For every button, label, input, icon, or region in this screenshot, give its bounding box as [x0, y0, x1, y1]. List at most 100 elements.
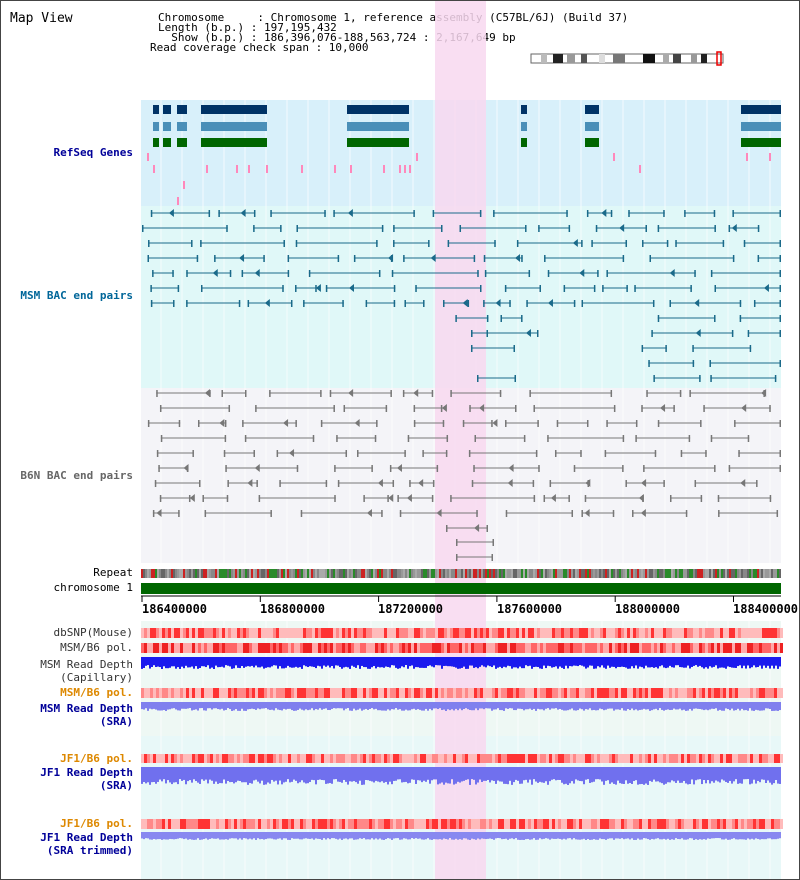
refseq-gene-arrow	[177, 138, 182, 147]
heatmap-cell	[207, 819, 210, 829]
read-depth-bar	[199, 657, 201, 668]
msm-bac-label[interactable]: MSM BAC end pairs	[20, 289, 133, 302]
b6n-bac-pair-end	[154, 480, 157, 487]
b6n-bac-pair-end	[334, 465, 336, 472]
heatmap-cell	[504, 754, 507, 763]
read-depth-bar	[755, 832, 757, 839]
read-depth-bar	[345, 767, 347, 782]
msm-bac-pair-end	[147, 255, 149, 262]
heatmap-cell	[306, 754, 309, 763]
repeat-feature	[213, 569, 215, 578]
heatmap-cell	[738, 688, 741, 698]
heatmap-cell	[303, 628, 306, 638]
repeat-feature	[299, 569, 301, 578]
heatmap-cell	[564, 643, 567, 653]
read-depth-bar	[491, 657, 493, 668]
b6n-bac-pair-end	[296, 465, 299, 472]
read-depth-bar	[153, 832, 155, 839]
msm-bac-pair-arrow	[388, 254, 394, 262]
read-depth-bar	[219, 832, 221, 840]
heatmap-cell	[543, 628, 546, 638]
b6n-bac-pair-end	[325, 480, 328, 487]
heatmap-cell	[228, 628, 231, 638]
ideogram-band	[701, 54, 707, 63]
heatmap-cell	[147, 643, 150, 653]
read-depth-bar	[357, 702, 359, 710]
heatmap-cell	[297, 754, 300, 763]
heatmap-cell	[519, 688, 522, 698]
b6n-bac-pair-end	[728, 465, 731, 472]
read-depth-bar	[439, 702, 441, 709]
b6n-bac-label[interactable]: B6N BAC end pairs	[20, 469, 133, 482]
heatmap-cell	[684, 754, 687, 763]
read-depth-bar	[653, 832, 655, 840]
heatmap-cell	[684, 628, 687, 638]
heatmap-cell	[342, 819, 345, 829]
repeat-feature	[569, 569, 571, 578]
read-depth-bar	[407, 767, 409, 784]
heatmap-cell	[153, 819, 156, 829]
heatmap-cell	[276, 628, 279, 638]
repeat-feature	[337, 569, 339, 578]
refseq-genes-label[interactable]: RefSeq Genes	[53, 146, 133, 159]
heatmap-cell	[336, 688, 339, 698]
read-depth-bar	[143, 657, 145, 668]
read-depth-bar	[273, 702, 275, 711]
read-depth-bar	[405, 702, 407, 710]
heatmap-cell	[639, 628, 642, 638]
heatmap-cell	[696, 688, 699, 698]
read-depth-bar	[357, 832, 359, 840]
repeat-feature	[649, 569, 651, 578]
read-depth-bar	[741, 702, 743, 709]
msm-bac-pair-end	[714, 225, 716, 232]
heatmap-cell	[735, 819, 738, 829]
heatmap-cell	[486, 643, 489, 653]
heatmap-cell	[561, 643, 564, 653]
heatmap-cell	[480, 819, 483, 829]
refseq-gene-arrow	[585, 105, 590, 114]
heatmap-cell	[588, 628, 591, 638]
heatmap-cell	[417, 688, 420, 698]
repeat-feature	[453, 569, 455, 578]
heatmap-cell	[426, 643, 429, 653]
read-depth-bar	[481, 657, 483, 666]
heatmap-cell	[732, 819, 735, 829]
repeat-feature	[399, 569, 401, 578]
read-depth-bar	[425, 832, 427, 840]
repeat-feature	[509, 569, 511, 578]
heatmap-cell	[396, 819, 399, 829]
repeat-feature	[629, 569, 631, 578]
refseq-gene-arrow	[521, 138, 526, 147]
heatmap-cell	[471, 754, 474, 763]
repeat-feature	[409, 569, 411, 578]
read-depth-bar	[571, 657, 573, 667]
read-depth-bar	[773, 657, 775, 669]
heatmap-cell	[516, 754, 519, 763]
read-depth-bar	[371, 657, 373, 668]
read-depth-bar	[519, 832, 521, 840]
repeat-feature	[359, 569, 361, 578]
read-depth-bar	[197, 702, 199, 711]
heatmap-cell	[465, 628, 468, 638]
b6n-bac-pair-arrow	[640, 509, 646, 517]
read-depth-bar	[695, 832, 697, 840]
read-depth-bar	[257, 767, 259, 782]
read-depth-bar	[637, 832, 639, 839]
read-depth-bar	[449, 832, 451, 839]
heatmap-cell	[720, 754, 723, 763]
heatmap-cell	[252, 819, 255, 829]
refseq-feature-tick	[409, 165, 411, 173]
heatmap-cell	[663, 688, 666, 698]
msm-bac-pair-end	[675, 240, 677, 247]
heatmap-cell	[234, 643, 237, 653]
read-depth-bar	[381, 702, 383, 711]
heatmap-cell	[402, 688, 405, 698]
read-depth-bar	[143, 767, 145, 783]
read-depth-bar	[233, 832, 235, 839]
repeat-feature	[183, 569, 185, 578]
read-depth-bar	[241, 702, 243, 709]
read-depth-bar	[685, 832, 687, 840]
heatmap-cell	[699, 754, 702, 763]
read-depth-bar	[513, 657, 515, 668]
